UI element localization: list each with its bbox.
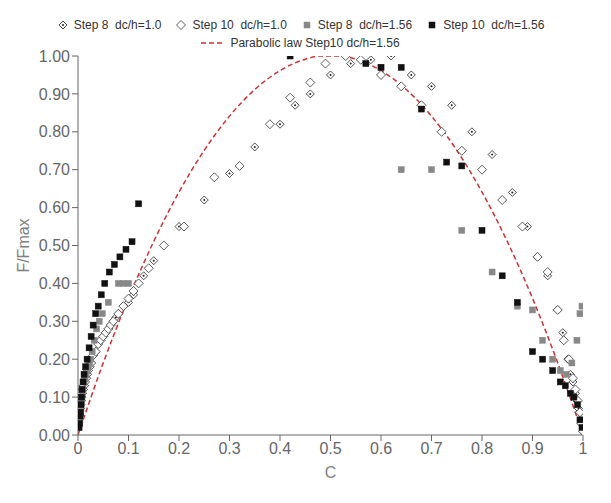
svg-text:0.90: 0.90	[39, 86, 70, 103]
html-text:Step 10 dc/h=1.56: Step 10 dc/h=1.56	[443, 18, 545, 32]
svg-text:F/Fmax: F/Fmax	[15, 218, 32, 272]
svg-text:0.50: 0.50	[39, 237, 70, 254]
svg-text:0.00: 0.00	[39, 427, 70, 444]
svg-text:0.4: 0.4	[269, 440, 291, 457]
svg-text:0.60: 0.60	[39, 199, 70, 216]
svg-text:1.00: 1.00	[39, 48, 70, 65]
svg-text:0.20: 0.20	[39, 351, 70, 368]
svg-text:0.30: 0.30	[39, 313, 70, 330]
svg-text:0: 0	[74, 440, 83, 457]
svg-text:0.70: 0.70	[39, 161, 70, 178]
svg-text:0.1: 0.1	[117, 440, 139, 457]
html-text:Step 8 dc/h=1.0: Step 8 dc/h=1.0	[73, 18, 162, 32]
html-text:Step 10 dc/h=1.0: Step 10 dc/h=1.0	[192, 18, 287, 32]
svg-text:0.2: 0.2	[168, 440, 190, 457]
svg-text:0.5: 0.5	[319, 440, 341, 457]
svg-text:0.10: 0.10	[39, 389, 70, 406]
svg-text:0.3: 0.3	[218, 440, 240, 457]
svg-text:0.40: 0.40	[39, 275, 70, 292]
svg-text:0.9: 0.9	[521, 440, 543, 457]
html-text:Step 8 dc/h=1.56: Step 8 dc/h=1.56	[317, 18, 413, 32]
svg-text:1: 1	[579, 440, 588, 457]
svg-text:0.6: 0.6	[370, 440, 392, 457]
svg-text:C: C	[325, 464, 337, 481]
html-text:Parabolic law Step10 dc/h=1.56: Parabolic law Step10 dc/h=1.56	[230, 36, 400, 50]
svg-text:0.80: 0.80	[39, 123, 70, 140]
svg-text:0.8: 0.8	[471, 440, 493, 457]
svg-text:0.7: 0.7	[420, 440, 442, 457]
